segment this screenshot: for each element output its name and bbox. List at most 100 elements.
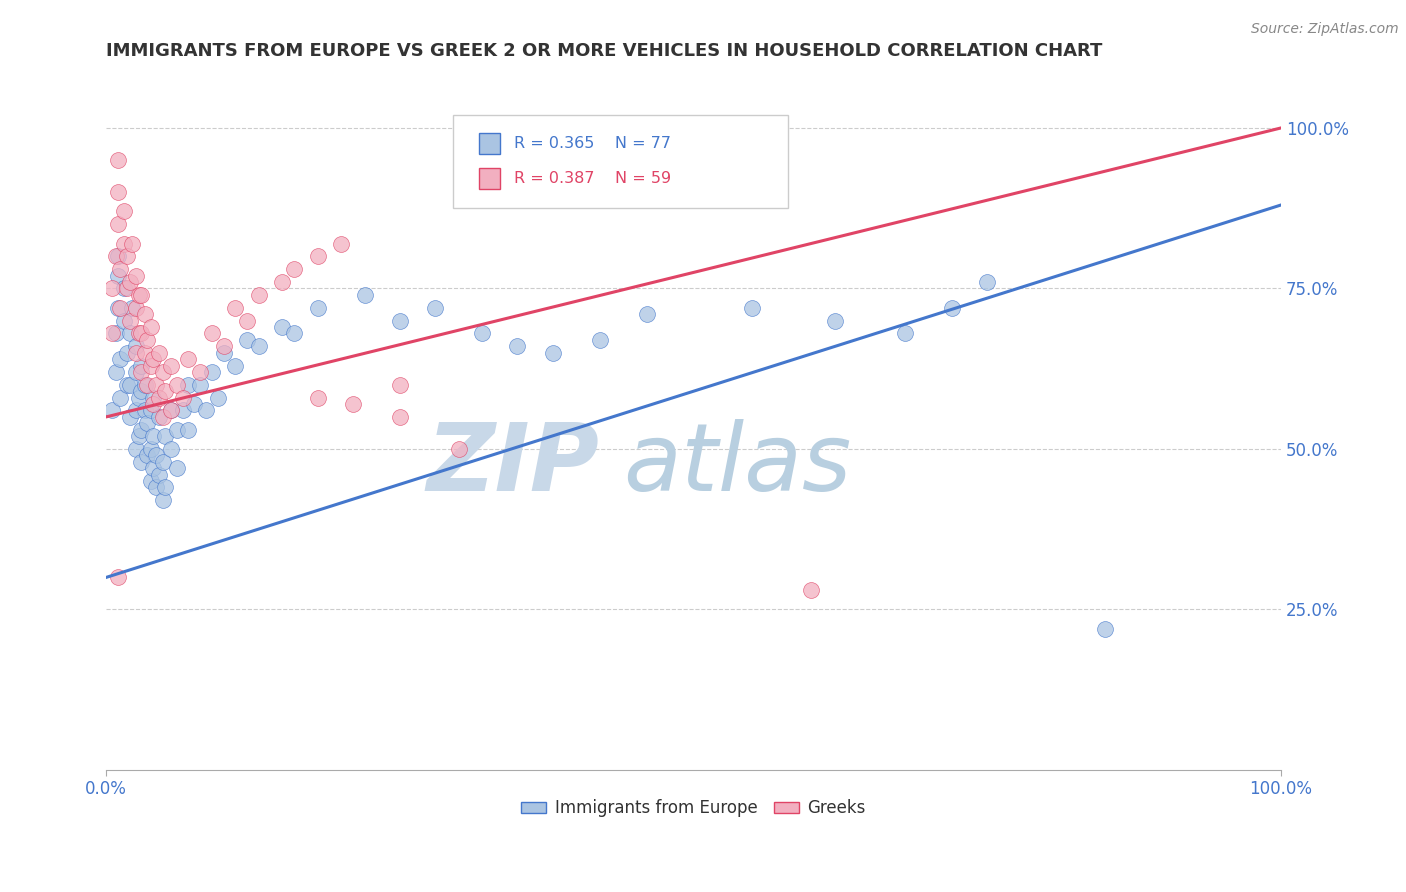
Point	[152, 409, 174, 424]
Point	[142, 461, 165, 475]
Point	[224, 359, 246, 373]
Text: IMMIGRANTS FROM EUROPE VS GREEK 2 OR MORE VEHICLES IN HOUSEHOLD CORRELATION CHAR: IMMIGRANTS FROM EUROPE VS GREEK 2 OR MOR…	[107, 42, 1102, 60]
Point	[124, 268, 146, 283]
Point	[107, 153, 129, 167]
FancyBboxPatch shape	[453, 115, 787, 209]
Point	[148, 409, 170, 424]
Point	[271, 275, 294, 289]
Point	[101, 281, 124, 295]
Point	[824, 313, 846, 327]
Point	[101, 403, 124, 417]
FancyBboxPatch shape	[478, 134, 499, 154]
Point	[201, 365, 224, 379]
Point	[118, 377, 141, 392]
Point	[148, 391, 170, 405]
Point	[131, 365, 153, 379]
Point	[148, 467, 170, 482]
Point	[110, 262, 132, 277]
Point	[131, 326, 153, 341]
Point	[145, 449, 167, 463]
Point	[101, 326, 124, 341]
Point	[307, 249, 329, 263]
Point	[117, 281, 139, 295]
Point	[124, 403, 146, 417]
Point	[136, 449, 159, 463]
Point	[224, 301, 246, 315]
Point	[212, 339, 235, 353]
Point	[330, 236, 353, 251]
Point	[112, 204, 135, 219]
Point	[183, 397, 205, 411]
Point	[148, 345, 170, 359]
Point	[307, 391, 329, 405]
Point	[201, 326, 224, 341]
Text: R = 0.387    N = 59: R = 0.387 N = 59	[513, 171, 671, 186]
Point	[353, 288, 375, 302]
Point	[134, 345, 156, 359]
Point	[139, 474, 162, 488]
Point	[160, 442, 183, 456]
Point	[134, 377, 156, 392]
Point	[107, 570, 129, 584]
Point	[471, 326, 494, 341]
Point	[118, 275, 141, 289]
Point	[142, 352, 165, 367]
Point	[1094, 622, 1116, 636]
Point	[124, 339, 146, 353]
Point	[172, 403, 194, 417]
Point	[131, 359, 153, 373]
Point	[152, 455, 174, 469]
Point	[447, 442, 470, 456]
Point	[388, 313, 411, 327]
Point	[283, 326, 305, 341]
Point	[136, 333, 159, 347]
Point	[160, 403, 183, 417]
Point	[307, 301, 329, 315]
Point	[107, 249, 129, 263]
Point	[247, 339, 270, 353]
Point	[124, 442, 146, 456]
Point	[271, 320, 294, 334]
Text: R = 0.365    N = 77: R = 0.365 N = 77	[513, 136, 671, 152]
Point	[104, 249, 127, 263]
Point	[177, 423, 200, 437]
Text: atlas: atlas	[623, 419, 852, 510]
Point	[128, 326, 150, 341]
Point	[107, 268, 129, 283]
Point	[139, 403, 162, 417]
Point	[112, 313, 135, 327]
Point	[142, 429, 165, 443]
Point	[107, 301, 129, 315]
Point	[131, 423, 153, 437]
Point	[139, 320, 162, 334]
Point	[124, 345, 146, 359]
Point	[894, 326, 917, 341]
Point	[128, 288, 150, 302]
Point	[236, 333, 259, 347]
Point	[153, 481, 176, 495]
Point	[131, 455, 153, 469]
Point	[139, 359, 162, 373]
Point	[118, 313, 141, 327]
Point	[153, 429, 176, 443]
Point	[152, 365, 174, 379]
Point	[131, 288, 153, 302]
Point	[107, 217, 129, 231]
Text: Source: ZipAtlas.com: Source: ZipAtlas.com	[1251, 22, 1399, 37]
Point	[588, 333, 610, 347]
Point	[236, 313, 259, 327]
Point	[134, 403, 156, 417]
Point	[188, 377, 211, 392]
Point	[188, 365, 211, 379]
Point	[741, 301, 763, 315]
Point	[800, 583, 823, 598]
Point	[117, 249, 139, 263]
Point	[177, 377, 200, 392]
Point	[153, 384, 176, 399]
Point	[136, 417, 159, 431]
Point	[247, 288, 270, 302]
Point	[104, 365, 127, 379]
Point	[506, 339, 529, 353]
Point	[110, 391, 132, 405]
Point	[388, 409, 411, 424]
